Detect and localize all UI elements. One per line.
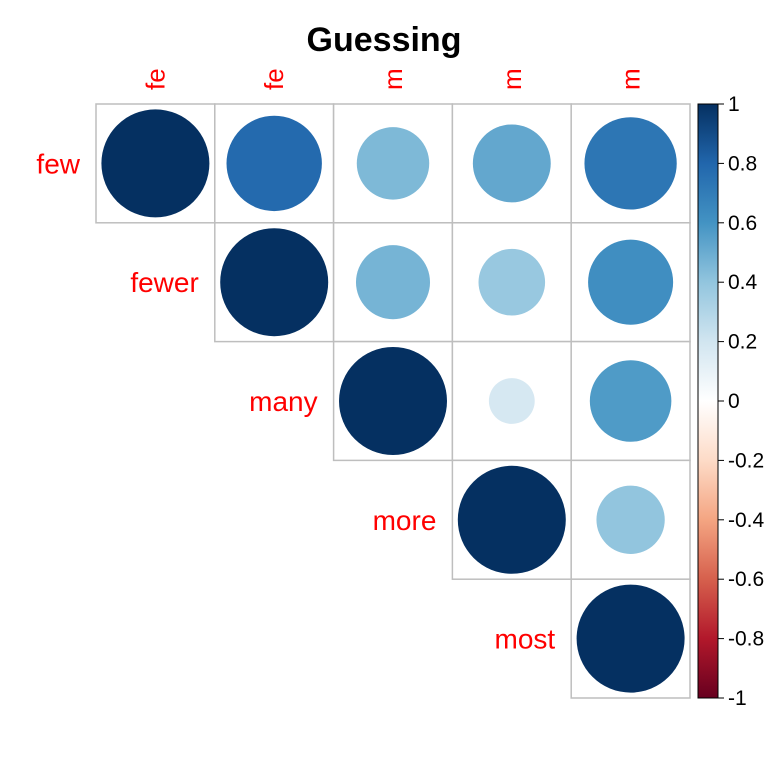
row-label: most	[495, 624, 556, 655]
correlation-circle	[220, 228, 329, 337]
colorbar-tick-label: -0.2	[728, 449, 764, 472]
correlation-circle	[101, 109, 210, 218]
colorbar-gradient	[697, 103, 719, 699]
colorbar-tick-label: -0.6	[728, 568, 764, 591]
colorbar-tick-label: 0	[728, 390, 740, 413]
correlation-circle	[588, 239, 674, 325]
correlation-circle	[355, 245, 431, 320]
colorbar-tick-label: -0.4	[728, 509, 765, 532]
column-label: m	[378, 68, 408, 90]
grid-cell	[451, 222, 572, 343]
colorbar-tick-label: -1	[728, 687, 747, 710]
correlation-circle	[339, 347, 447, 455]
correlation-circle	[478, 248, 546, 316]
grid-cell	[570, 459, 691, 580]
column-label: m	[497, 68, 527, 90]
column-label: fe	[259, 68, 289, 90]
colorbar-tick-label: 0.2	[728, 331, 757, 354]
correlation-circle	[584, 117, 677, 210]
chart-title: Guessing	[307, 21, 462, 59]
row-label: fewer	[130, 267, 198, 298]
row-label: many	[249, 386, 317, 417]
correlation-circle	[596, 485, 665, 554]
correlation-circle	[472, 124, 551, 203]
correlation-circle	[226, 115, 322, 212]
colorbar-tick-label: 0.4	[728, 271, 758, 294]
correlation-circle	[576, 584, 685, 693]
row-label: few	[36, 148, 80, 179]
correlation-circles	[101, 109, 685, 693]
correlation-circle	[457, 465, 566, 574]
colorbar-tick-label: 1	[728, 93, 740, 116]
correlation-circle	[356, 127, 430, 200]
column-label: m	[616, 68, 646, 90]
column-labels: fe fe m m m	[140, 68, 645, 90]
correlation-circle	[589, 360, 672, 442]
colorbar: 1 0.8 0.6 0.4 0.2 0 -0.2 -0.4 -0.6 -0.8 -1	[697, 93, 765, 710]
row-labels: few fewer many more most	[36, 148, 555, 654]
column-label: fe	[140, 68, 170, 90]
colorbar-tick-label: -0.8	[728, 628, 764, 651]
colorbar-tick-label: 0.8	[728, 152, 757, 175]
row-label: more	[373, 505, 437, 536]
correlation-circle	[488, 378, 535, 424]
colorbar-tick-label: 0.6	[728, 212, 757, 235]
